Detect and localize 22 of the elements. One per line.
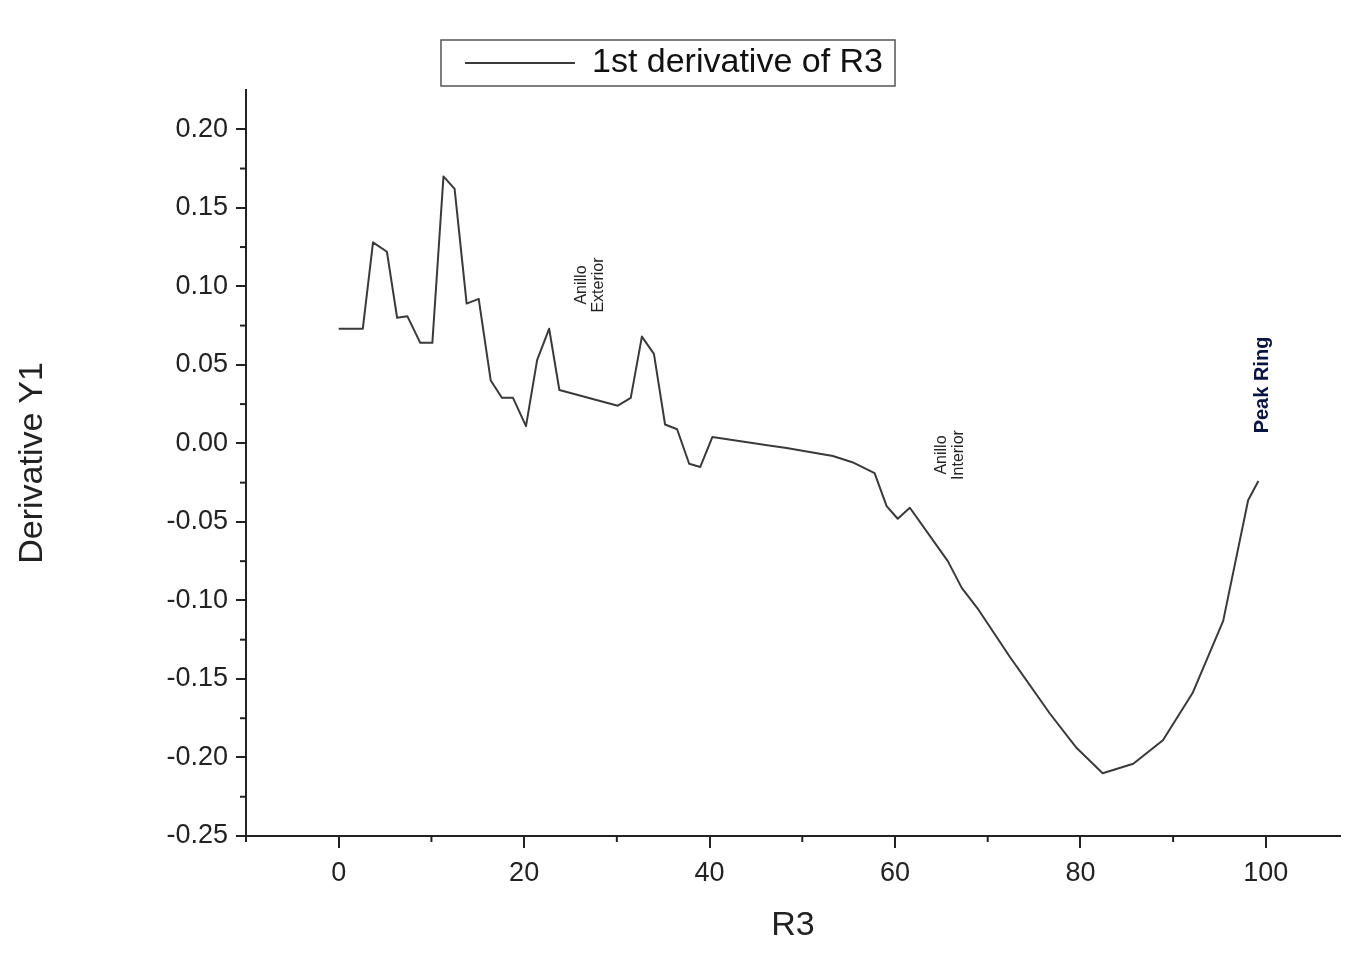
annotation: Anillo Interior xyxy=(931,429,966,480)
y-tick-label: 0.10 xyxy=(175,269,228,300)
annotation: Anillo Exterior xyxy=(571,256,606,313)
x-tick-label: 100 xyxy=(1243,856,1289,887)
x-tick-label: 40 xyxy=(694,856,725,887)
y-tick-label: -0.05 xyxy=(166,505,228,536)
y-tick-label: 0.00 xyxy=(175,426,228,457)
annotation: Peak Ring xyxy=(1249,336,1272,434)
legend-label: 1st derivative of R3 xyxy=(591,41,884,80)
x-axis-title: R3 xyxy=(771,903,815,942)
y-axis-title: Derivative Y1 xyxy=(10,362,49,564)
y-tick-label: -0.25 xyxy=(166,819,228,850)
y-tick-label: 0.20 xyxy=(175,112,228,143)
y-tick-label: 0.15 xyxy=(175,191,228,222)
y-tick-label: -0.10 xyxy=(166,583,228,614)
y-tick-label: -0.20 xyxy=(166,740,228,771)
x-tick-label: 80 xyxy=(1065,856,1096,887)
y-tick-label: 0.05 xyxy=(175,348,228,379)
y-tick-label: -0.15 xyxy=(166,662,228,693)
x-tick-label: 0 xyxy=(331,856,347,887)
x-tick-label: 20 xyxy=(509,856,540,887)
x-tick-label: 60 xyxy=(879,856,911,887)
